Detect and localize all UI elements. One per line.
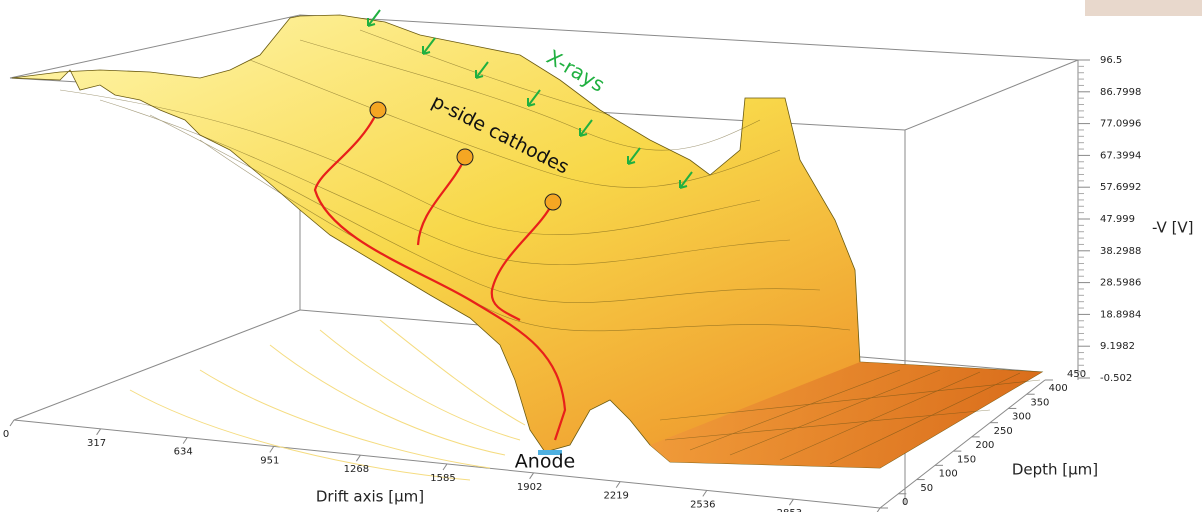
x-tick-label: 951 bbox=[260, 455, 279, 466]
x-tick-label: 1902 bbox=[517, 482, 542, 493]
y-tick-label: 0 bbox=[902, 497, 908, 508]
y-tick-label: 100 bbox=[939, 469, 958, 480]
z-tick-label: 18.8984 bbox=[1100, 309, 1141, 320]
z-tick-label: 96.5 bbox=[1100, 55, 1122, 66]
z-tick-label: 57.6992 bbox=[1100, 182, 1141, 193]
y-tick-label: 300 bbox=[1012, 412, 1031, 423]
x-tick-label: 1268 bbox=[344, 464, 369, 475]
x-tick-label: 2536 bbox=[690, 499, 715, 510]
y-tick-label: 350 bbox=[1030, 397, 1049, 408]
z-axis-title: -V [V] bbox=[1152, 219, 1194, 237]
y-tick-label: 150 bbox=[957, 454, 976, 465]
y-axis-title: Depth [µm] bbox=[1012, 461, 1098, 479]
x-tick-label: 2853 bbox=[777, 508, 802, 512]
x-axis-title: Drift axis [µm] bbox=[316, 488, 424, 506]
annotation: Anode bbox=[515, 451, 575, 473]
x-tick bbox=[183, 438, 187, 444]
x-tick bbox=[876, 508, 880, 512]
x-tick-label: 2219 bbox=[603, 491, 628, 502]
x-tick bbox=[789, 499, 793, 505]
x-tick-label: 1585 bbox=[430, 473, 455, 484]
z-tick-label: 47.999 bbox=[1100, 214, 1135, 225]
x-tick bbox=[443, 464, 447, 470]
x-tick bbox=[270, 446, 274, 452]
z-tick-label: 38.2988 bbox=[1100, 246, 1141, 257]
x-tick bbox=[10, 420, 14, 426]
z-tick-label: 86.7998 bbox=[1100, 87, 1141, 98]
x-tick bbox=[530, 473, 534, 479]
y-tick-label: 200 bbox=[975, 440, 994, 451]
z-tick-label: 28.5986 bbox=[1100, 278, 1141, 289]
y-tick-label: 250 bbox=[994, 426, 1013, 437]
x-tick bbox=[356, 455, 360, 461]
y-tick-label: 50 bbox=[920, 483, 933, 494]
x-tick bbox=[703, 490, 707, 496]
x-tick-label: 634 bbox=[174, 447, 193, 458]
z-tick-label: -0.502 bbox=[1100, 373, 1132, 384]
x-tick-label: 317 bbox=[87, 438, 106, 449]
corner-patch bbox=[1085, 0, 1202, 16]
x-tick-label: 0 bbox=[3, 429, 9, 440]
z-tick-label: 77.0996 bbox=[1100, 119, 1141, 130]
x-tick bbox=[97, 429, 101, 435]
chart: X-rays p-side cathodes Anode Drift axis … bbox=[0, 0, 1202, 512]
x-tick bbox=[616, 482, 620, 488]
z-tick-label: 9.1982 bbox=[1100, 341, 1135, 352]
y-tick-label: 400 bbox=[1049, 383, 1068, 394]
z-tick-label: 67.3994 bbox=[1100, 150, 1141, 161]
